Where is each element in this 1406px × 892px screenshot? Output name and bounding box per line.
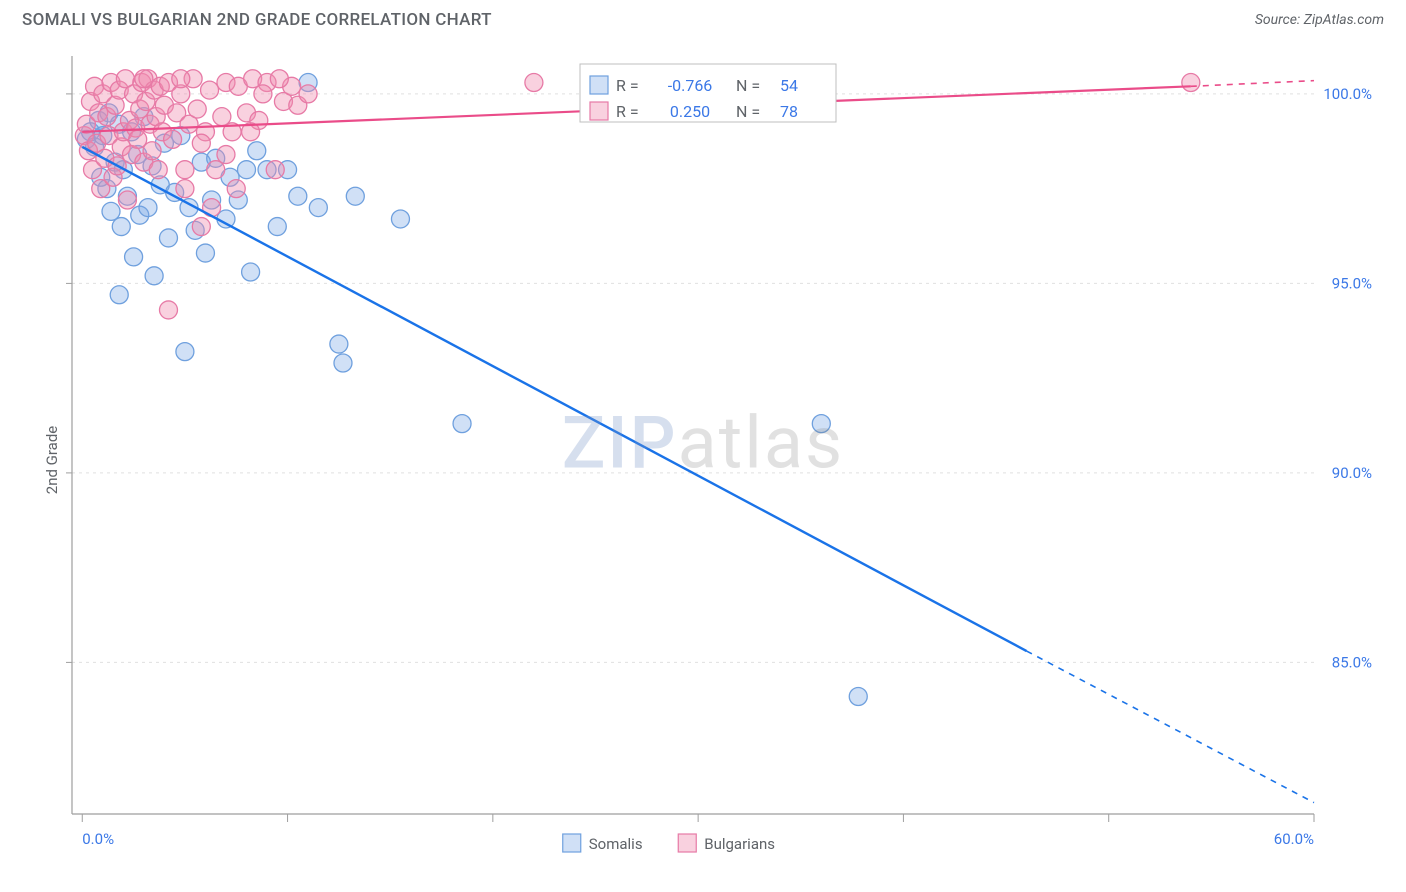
data-point	[227, 180, 245, 198]
source-label: Source: ZipAtlas.com	[1255, 12, 1384, 28]
data-point	[391, 210, 409, 228]
data-point	[266, 161, 284, 179]
y-tick-label: 100.0%	[1323, 85, 1372, 103]
data-point	[237, 161, 255, 179]
data-point	[139, 199, 157, 217]
data-point	[270, 70, 288, 88]
legend-label: Somalis	[589, 835, 643, 853]
data-point	[330, 335, 348, 353]
stats-swatch	[590, 76, 608, 94]
series-somalis	[77, 74, 867, 706]
data-point	[196, 244, 214, 262]
data-point	[1182, 74, 1200, 92]
stats-n-label: N =	[736, 76, 760, 95]
data-point	[102, 202, 120, 220]
data-point	[309, 199, 327, 217]
data-point	[176, 161, 194, 179]
data-point	[159, 301, 177, 319]
data-point	[289, 187, 307, 205]
data-point	[334, 354, 352, 372]
y-tick-label: 85.0%	[1332, 653, 1372, 671]
trend-line-ext	[1191, 81, 1314, 87]
stats-n-value: 54	[780, 76, 798, 95]
data-point	[525, 74, 543, 92]
chart-title: SOMALI VS BULGARIAN 2ND GRADE CORRELATIO…	[22, 10, 492, 30]
data-point	[164, 130, 182, 148]
data-point	[217, 146, 235, 164]
data-point	[176, 343, 194, 361]
data-point	[176, 180, 194, 198]
chart-area: 2nd Grade 85.0% 90.0% 95.0% 100.0% 0.0% 60.0%…	[22, 46, 1384, 874]
x-tick-label: 60.0%	[1274, 830, 1314, 848]
stats-n-value: 78	[780, 102, 798, 121]
data-point	[159, 229, 177, 247]
stats-r-value: -0.766	[668, 76, 713, 95]
trend-line	[82, 147, 1026, 651]
legend-swatch	[563, 834, 581, 852]
stats-r-label: R =	[616, 76, 639, 95]
bottom-legend: Somalis Bulgarians	[563, 834, 775, 853]
data-point	[812, 415, 830, 433]
data-point	[135, 70, 153, 88]
data-point	[143, 142, 161, 160]
data-point	[125, 248, 143, 266]
scatter-chart: 85.0% 90.0% 95.0% 100.0% 0.0% 60.0% R = -0.766 N…	[22, 46, 1384, 874]
data-point	[201, 81, 219, 99]
data-point	[248, 142, 266, 160]
y-tick-label: 90.0%	[1332, 464, 1372, 482]
data-point	[346, 187, 364, 205]
legend-swatch	[678, 834, 696, 852]
data-point	[145, 267, 163, 285]
data-point	[192, 134, 210, 152]
y-tick-label: 95.0%	[1332, 274, 1372, 292]
data-point	[242, 263, 260, 281]
data-point	[213, 108, 231, 126]
data-point	[192, 218, 210, 236]
data-point	[254, 85, 272, 103]
stats-n-label: N =	[736, 102, 760, 121]
legend-label: Bulgarians	[704, 835, 775, 853]
data-point	[268, 218, 286, 236]
x-tick-label: 0.0%	[82, 830, 114, 848]
y-axis-label: 2nd Grade	[43, 426, 61, 494]
data-point	[110, 286, 128, 304]
stats-swatch	[590, 102, 608, 120]
data-point	[149, 161, 167, 179]
data-point	[849, 688, 867, 706]
data-point	[453, 415, 471, 433]
data-point	[188, 100, 206, 118]
chart-header: SOMALI VS BULGARIAN 2ND GRADE CORRELATIO…	[0, 0, 1406, 36]
data-point	[112, 218, 130, 236]
stats-r-value: 0.250	[670, 102, 710, 121]
trend-line-ext	[1027, 651, 1314, 803]
data-point	[207, 161, 225, 179]
data-point	[299, 85, 317, 103]
stats-r-label: R =	[616, 102, 639, 121]
data-point	[172, 70, 190, 88]
data-point	[118, 191, 136, 209]
